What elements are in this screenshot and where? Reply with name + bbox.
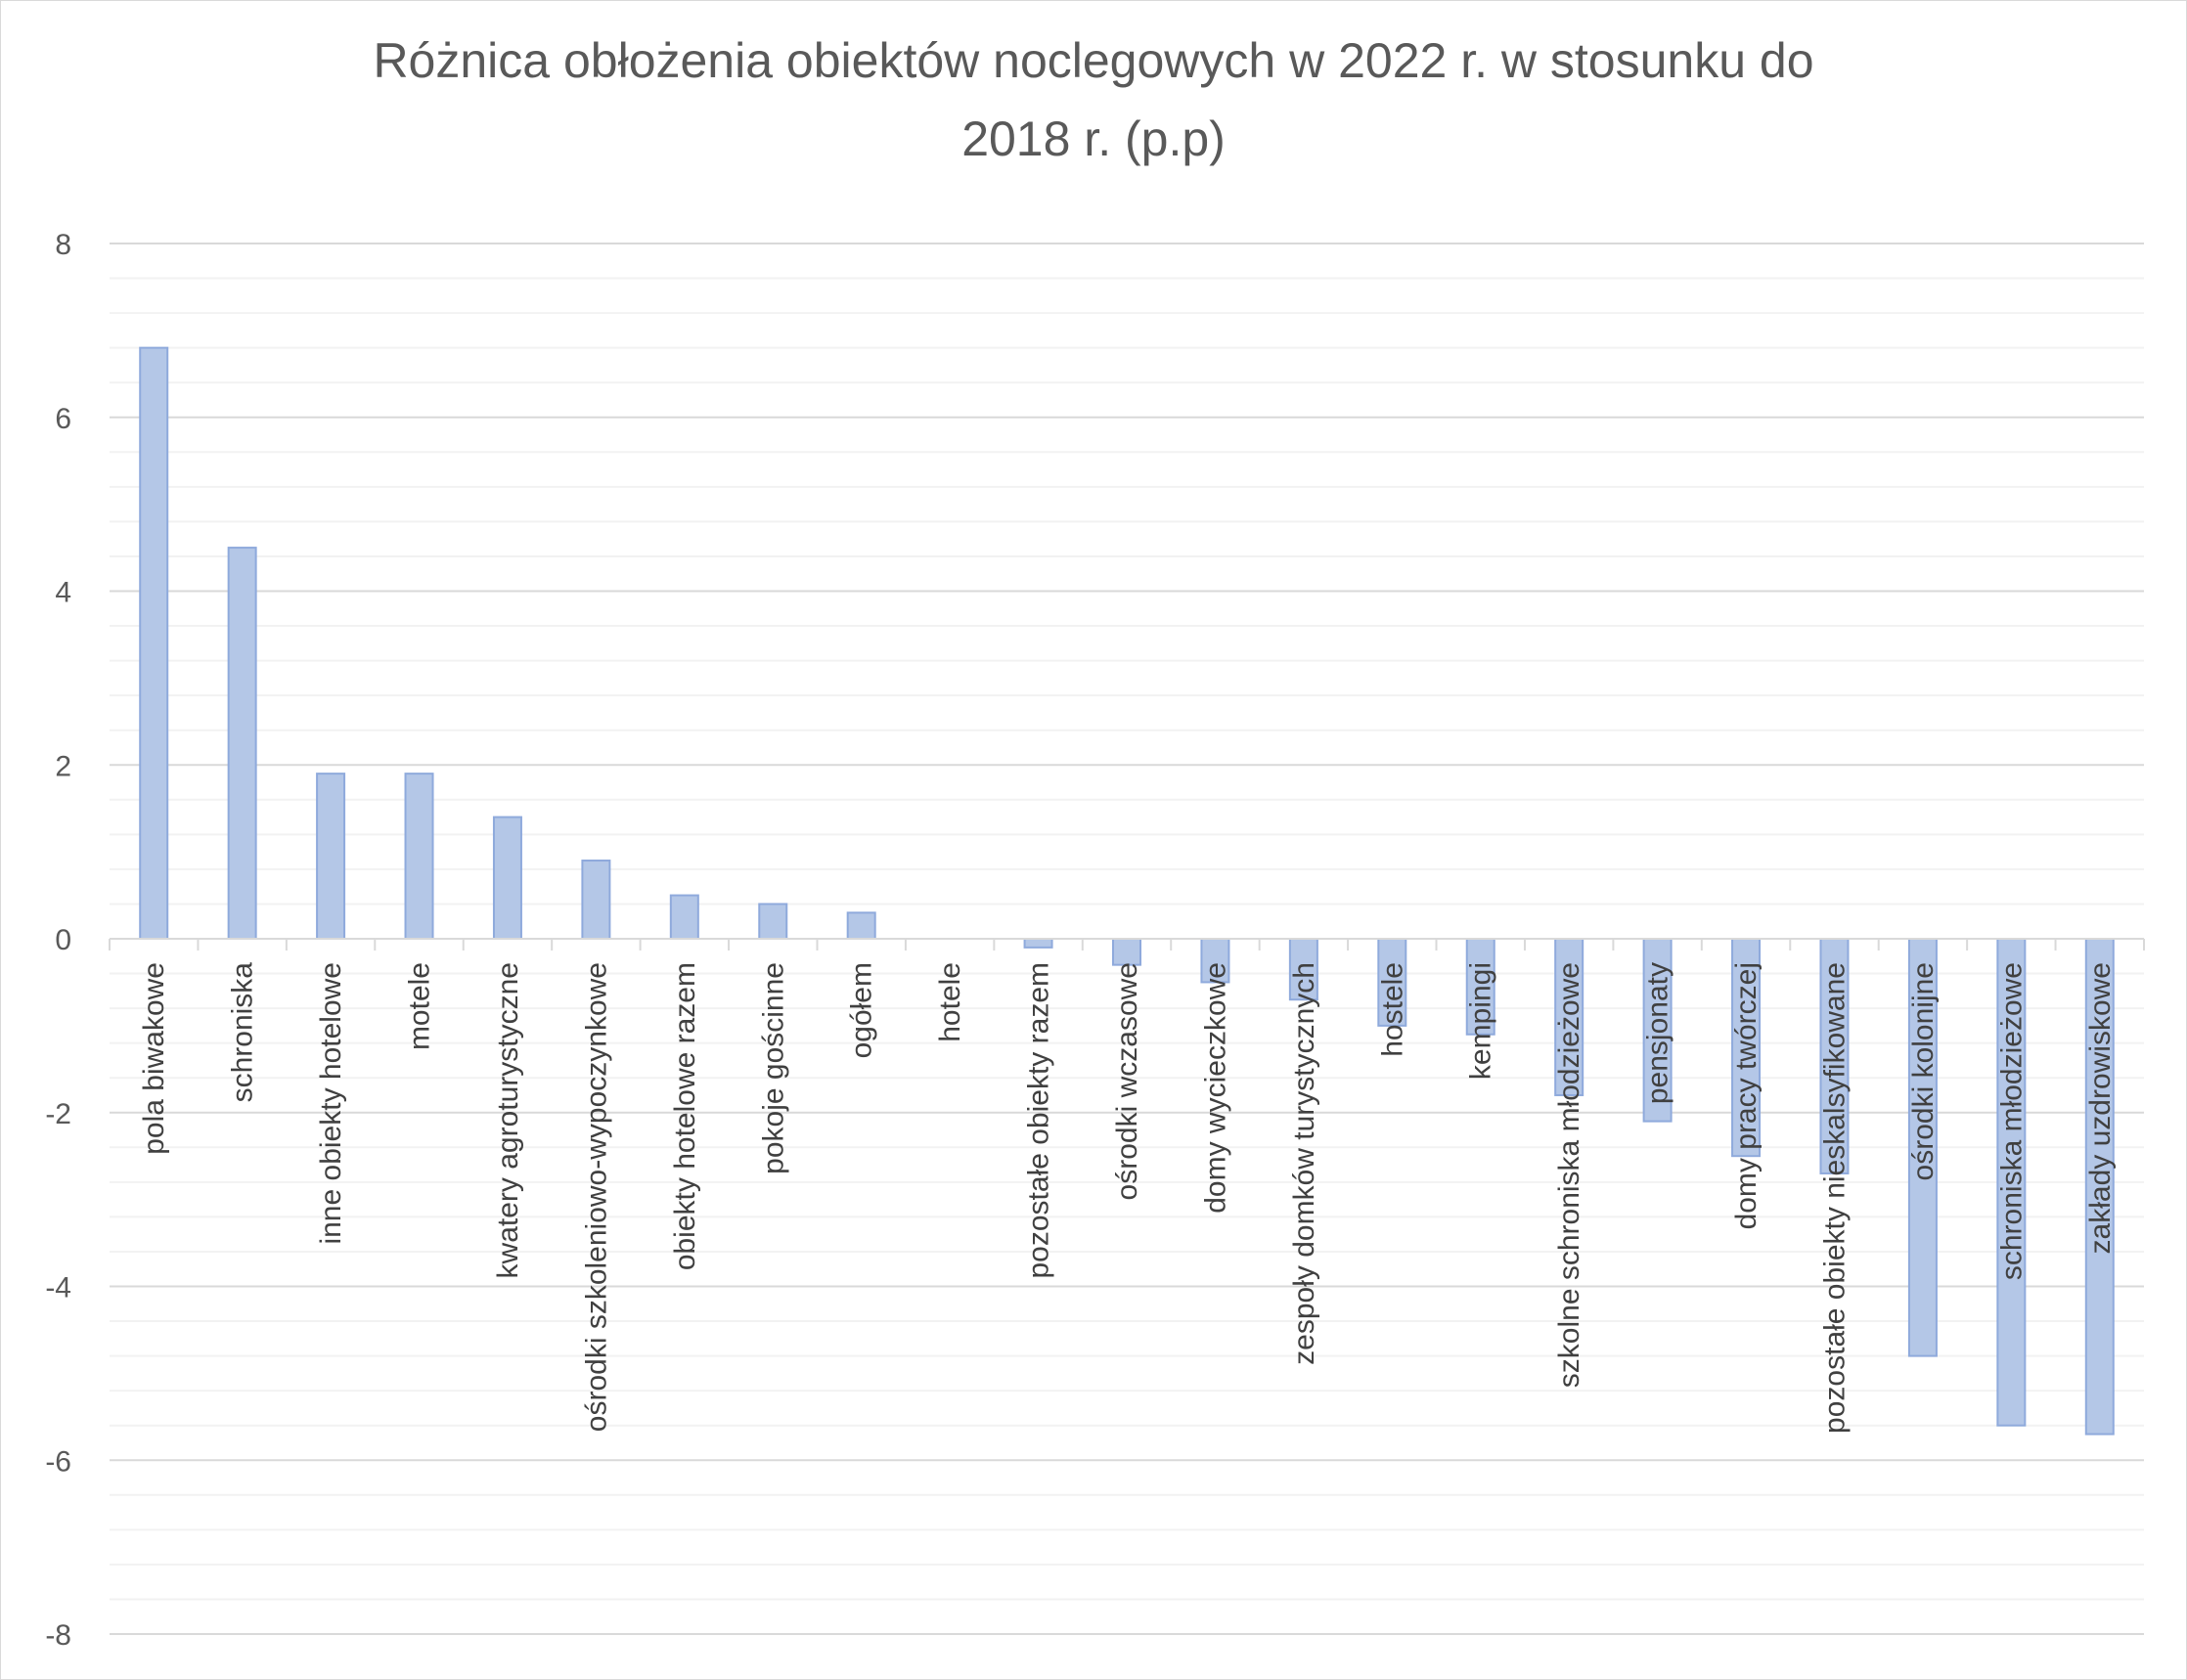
y-tick-label: 4 [55, 577, 71, 609]
category-label: ośrodki szkoleniowo-wypoczynkowe [580, 962, 612, 1432]
bar [1377, 938, 1407, 1027]
y-tick-label: -2 [45, 1098, 71, 1130]
bar [1288, 938, 1318, 1001]
bar [581, 860, 611, 941]
category-label: inne obiekty hotelowe [315, 962, 347, 1245]
category-label: kempingi [1465, 962, 1497, 1080]
category-label: szkolne schroniska młodzieżowe [1553, 962, 1585, 1388]
chart-title: Różnica obłożenia obiektów noclegowych w… [0, 22, 2187, 178]
bar [227, 547, 257, 940]
y-tick-label: -8 [45, 1619, 71, 1652]
x-axis [109, 938, 2145, 951]
bar [758, 903, 788, 941]
category-label: zespoły domków turystycznych [1288, 962, 1320, 1365]
y-tick-label: 2 [55, 750, 71, 782]
category-label: motele [404, 962, 436, 1050]
bar [1112, 938, 1141, 966]
category-label: pola biwakowe [138, 962, 170, 1155]
category-label: ośrodki kolonijne [1907, 962, 1940, 1180]
bar [1023, 938, 1053, 949]
major-gridlines [110, 243, 2144, 1635]
category-label: ogółem [846, 962, 878, 1058]
y-tick-label: 0 [55, 924, 71, 956]
bar [669, 894, 699, 940]
category-label: domy wycieczkowe [1199, 962, 1231, 1214]
category-labels: pola biwakowe schroniska inne obiekty hote… [138, 962, 2117, 1434]
y-tick-label: -4 [45, 1272, 71, 1304]
y-tick-label: -6 [45, 1445, 71, 1478]
bar [316, 773, 346, 941]
bars [139, 346, 2115, 1436]
y-tick-label: 6 [55, 403, 71, 435]
category-label: schroniska młodzieżowe [1995, 962, 2028, 1280]
bar [1996, 938, 2027, 1427]
category-label: domy pracy twórczej [1730, 962, 1763, 1229]
bar [1731, 938, 1762, 1158]
chart-title-line-1: Różnica obłożenia obiektów noclegowych w… [373, 33, 1814, 88]
category-label: pozostałe obiekty nieskalsyfikowane [1818, 962, 1851, 1434]
bar [139, 346, 169, 940]
y-tick-labels: 8 6 4 2 0 -2 -4 -6 -8 [45, 229, 71, 1652]
category-label: schroniska [227, 962, 259, 1103]
category-label: pozostałe obiekty razem [1023, 962, 1055, 1279]
bar [1819, 938, 1850, 1174]
category-label: kwatery agroturystyczne [492, 962, 524, 1278]
minor-gridlines [110, 277, 2144, 1601]
bar [1200, 938, 1230, 984]
category-label: zakłady uzdrowiskowe [2084, 962, 2117, 1254]
y-tick-label: 8 [55, 229, 71, 261]
bar [846, 911, 876, 941]
category-label: pokoje gościnne [757, 962, 789, 1174]
bar [1465, 938, 1495, 1036]
category-label: pensjonaty [1642, 962, 1674, 1104]
category-label: obiekty hotelowe razem [669, 962, 701, 1270]
bar [2084, 938, 2115, 1436]
category-label: ośrodki wczasowe [1111, 962, 1143, 1200]
chart-title-line-2: 2018 r. (p.p) [961, 111, 1226, 166]
bar [492, 816, 522, 941]
category-label: hostele [1376, 962, 1408, 1057]
category-label: hotele [934, 962, 966, 1042]
bar [1554, 938, 1584, 1096]
bar [404, 773, 434, 941]
bar [1642, 938, 1673, 1123]
